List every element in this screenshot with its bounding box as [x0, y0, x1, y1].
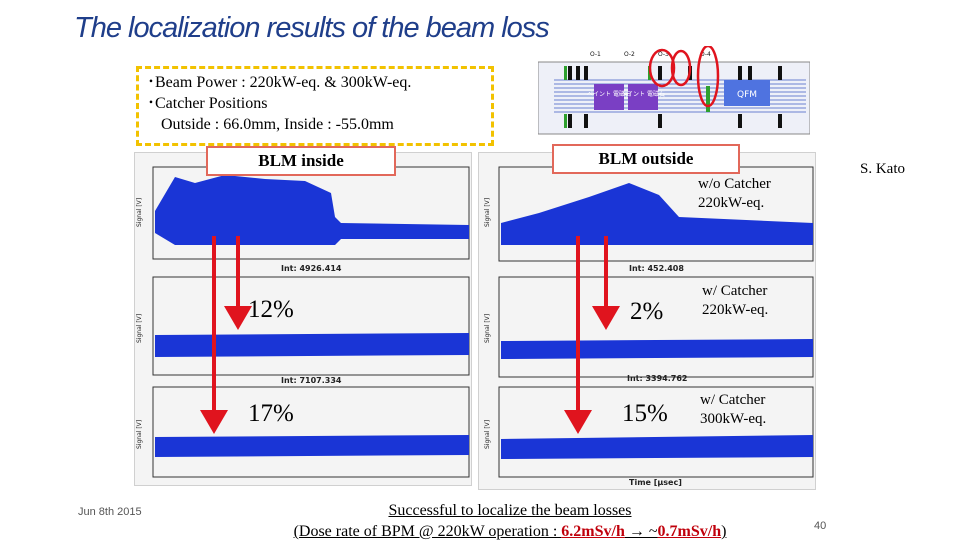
paint-magnet-2-label: ペイント 電磁石 [621, 90, 665, 98]
blm-inside-label: BLM inside [206, 146, 396, 176]
page-title: The localization results of the beam los… [74, 12, 550, 44]
ylabel-inside-2: Signal [V] [136, 314, 143, 343]
condition-1: w/o Catcher 220kW-eq. [698, 175, 771, 213]
conclusion-line1: Successful to localize the beam losses [388, 502, 632, 519]
condition-3: w/ Catcher 300kW-eq. [700, 391, 766, 429]
int-inside-1: Int: 4926.414 [281, 264, 342, 273]
conclusion: Successful to localize the beam losses (… [230, 500, 790, 542]
outside-pct-1: 2% [630, 298, 664, 325]
conclusion-line2-pre: (Dose rate of BPM @ 220kW operation : [293, 523, 562, 540]
outside-pct-2: 15% [622, 400, 668, 427]
xlabel-outside: Time [μsec] [629, 478, 682, 487]
paint-magnet-1-label: ペイント 電磁石 [587, 90, 631, 98]
blm-outside-panels: Signal [V] Signal [V] Signal [V] Int: 45… [478, 152, 816, 490]
condition-2-catcher: w/ Catcher [702, 283, 768, 299]
condition-2-power: 220kW-eq. [702, 302, 769, 318]
author-label: S. Kato [860, 161, 905, 177]
dose-before: 6.2mSv/h [561, 523, 625, 540]
blm-inside-panels: Signal [V] Signal [V] Signal [V] Int: 49… [134, 152, 472, 486]
conclusion-line2-mid: → ~ [624, 523, 658, 540]
catcher-positions-text: ･Catcher Positions [147, 95, 268, 112]
beamline-diagram: ペイント 電磁石 ペイント 電磁石 QFM O-1 O-2 O-3 O-4 [537, 44, 811, 136]
condition-3-catcher: w/ Catcher [700, 392, 766, 408]
footer-date: Jun 8th 2015 [78, 506, 142, 518]
ylabel-outside-3: Signal [V] [484, 420, 491, 449]
beam-power-text: ･Beam Power : 220kW-eq. & 300kW-eq. [147, 74, 412, 91]
dose-after: 0.7mSv/h [657, 523, 722, 540]
o2-label: O-2 [624, 51, 635, 58]
ylabel-outside-2: Signal [V] [484, 314, 491, 343]
ylabel-inside-1: Signal [V] [136, 198, 143, 227]
o1-label: O-1 [590, 51, 601, 58]
inside-pct-2: 17% [248, 400, 294, 427]
conclusion-line2-post: ) [721, 523, 727, 540]
condition-2: w/ Catcher 220kW-eq. [702, 282, 768, 320]
outside-arrows [564, 236, 620, 434]
inside-arrows [200, 236, 252, 434]
condition-3-power: 300kW-eq. [700, 411, 767, 427]
int-inside-2: Int: 7107.334 [281, 376, 342, 385]
o3-label: O-3 [658, 51, 669, 58]
qfm-label: QFM [737, 90, 757, 100]
page-number: 40 [814, 520, 827, 532]
condition-1-catcher: w/o Catcher [698, 176, 771, 192]
info-box: ･Beam Power : 220kW-eq. & 300kW-eq. ･Cat… [136, 66, 494, 146]
blm-outside-label: BLM outside [552, 144, 740, 174]
ylabel-outside-1: Signal [V] [484, 198, 491, 227]
condition-1-power: 220kW-eq. [698, 195, 765, 211]
ylabel-inside-3: Signal [V] [136, 420, 143, 449]
inside-pct-1: 12% [248, 296, 294, 323]
int-outside-1: Int: 452.408 [629, 264, 684, 273]
o4-label: O-4 [700, 51, 711, 58]
int-outside-2: Int: 3394.762 [627, 374, 687, 383]
positions-value-text: Outside : 66.0mm, Inside : -55.0mm [161, 116, 394, 133]
